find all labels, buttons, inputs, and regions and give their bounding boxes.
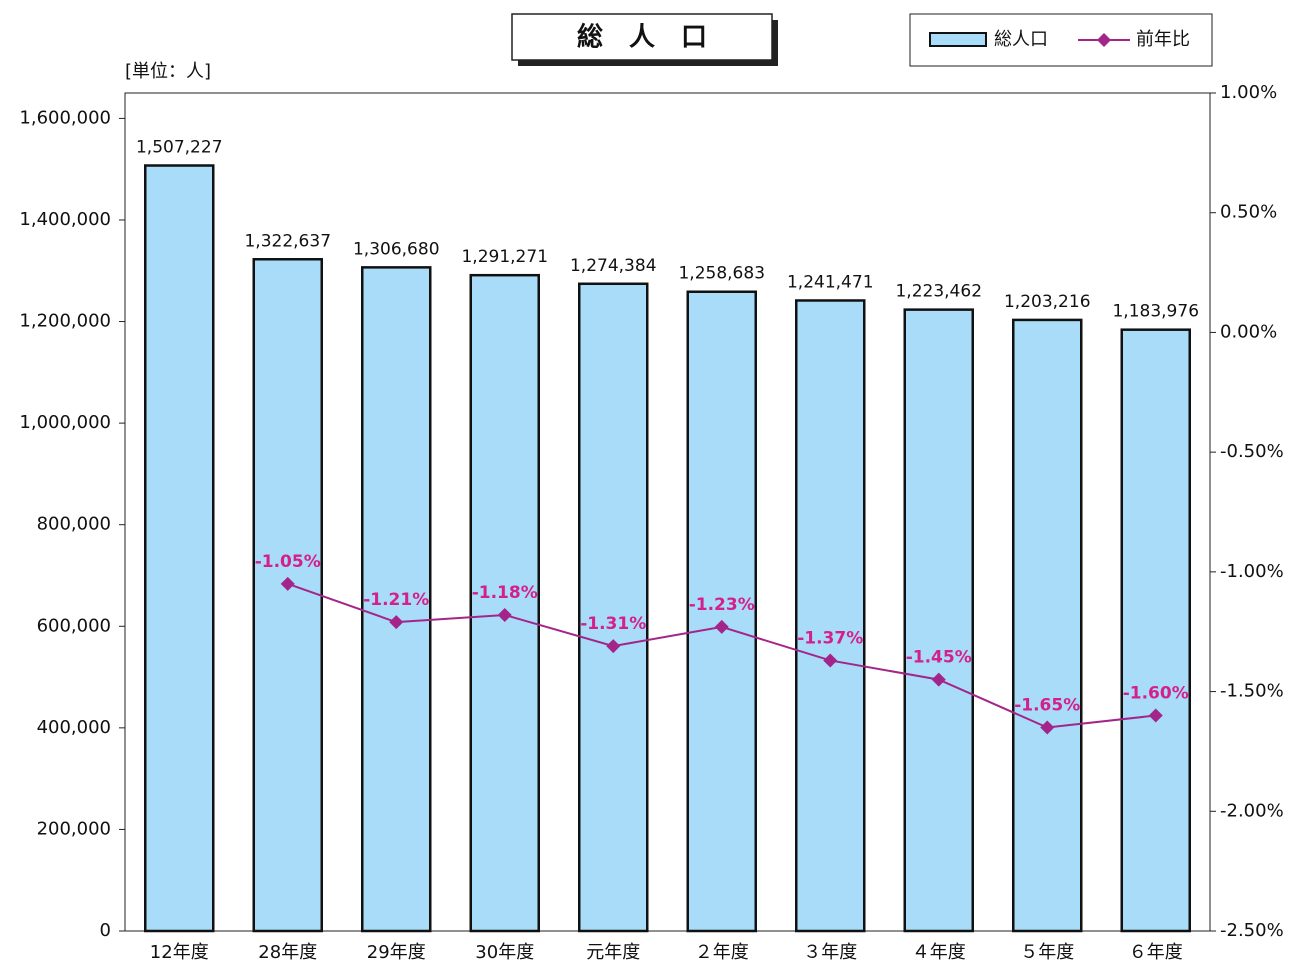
x-tick-label: ３年度 bbox=[803, 942, 857, 963]
y-tick-label: 1,200,000 bbox=[19, 311, 111, 332]
line-marker bbox=[714, 619, 729, 634]
y-axis-label: [単位：人] bbox=[125, 61, 211, 82]
line-value-label: -1.31% bbox=[580, 614, 646, 634]
x-tick-label: 29年度 bbox=[367, 942, 426, 963]
y-tick-label: 0 bbox=[100, 920, 111, 941]
y-tick-label: 800,000 bbox=[37, 514, 111, 535]
line-value-label: -1.23% bbox=[689, 595, 755, 615]
bar-value-label: 1,322,637 bbox=[244, 231, 331, 251]
bar-value-label: 1,183,976 bbox=[1112, 302, 1199, 322]
y-tick-label: 1,000,000 bbox=[19, 412, 111, 433]
y2-tick-label: -1.00% bbox=[1220, 561, 1284, 582]
line-marker bbox=[931, 672, 946, 687]
bar bbox=[1120, 328, 1191, 933]
line-value-label: -1.45% bbox=[906, 648, 972, 668]
line-marker bbox=[497, 607, 512, 622]
y2-tick-label: 0.50% bbox=[1220, 202, 1277, 223]
x-tick-label: 28年度 bbox=[258, 942, 317, 963]
y2-tick-label: -2.00% bbox=[1220, 800, 1284, 821]
bar-value-label: 1,203,216 bbox=[1004, 292, 1091, 312]
line-marker bbox=[1148, 708, 1163, 723]
bar bbox=[1012, 318, 1083, 933]
bar-value-label: 1,241,471 bbox=[787, 272, 874, 292]
y2-tick-label: -0.50% bbox=[1220, 441, 1284, 462]
x-tick-label: ５年度 bbox=[1020, 942, 1074, 963]
line-value-label: -1.05% bbox=[255, 552, 321, 572]
x-tick-label: ４年度 bbox=[912, 942, 966, 963]
chart-title: 総 人 口 bbox=[577, 22, 707, 53]
bar bbox=[686, 290, 757, 933]
y2-tick-label: -2.50% bbox=[1220, 920, 1284, 941]
line-value-label: -1.60% bbox=[1123, 684, 1189, 704]
line-marker bbox=[606, 639, 621, 654]
bar-value-label: 1,291,271 bbox=[461, 247, 548, 267]
bar-value-label: 1,258,683 bbox=[678, 264, 765, 284]
line-value-label: -1.21% bbox=[363, 590, 429, 610]
line-value-label: -1.65% bbox=[1014, 695, 1080, 715]
line-marker bbox=[389, 615, 404, 630]
x-tick-label: ２年度 bbox=[695, 942, 749, 963]
bar bbox=[361, 266, 432, 933]
bar bbox=[144, 164, 215, 933]
bar-value-label: 1,223,462 bbox=[895, 282, 982, 302]
x-tick-label: 30年度 bbox=[475, 942, 534, 963]
bar bbox=[578, 282, 649, 933]
bar bbox=[469, 273, 540, 933]
y-tick-label: 400,000 bbox=[37, 717, 111, 738]
y2-tick-label: 1.00% bbox=[1220, 82, 1277, 103]
legend-swatch bbox=[929, 32, 987, 47]
x-tick-label: 12年度 bbox=[150, 942, 209, 963]
bar-value-label: 1,306,680 bbox=[353, 239, 440, 259]
line-value-label: -1.37% bbox=[797, 628, 863, 648]
bar bbox=[903, 308, 974, 933]
line-value-label: -1.18% bbox=[472, 583, 538, 603]
bar bbox=[795, 299, 866, 933]
bar-value-label: 1,274,384 bbox=[570, 256, 657, 276]
line-marker bbox=[280, 576, 295, 591]
y-tick-label: 200,000 bbox=[37, 818, 111, 839]
title-box bbox=[511, 13, 773, 61]
legend-label: 前年比 bbox=[1136, 29, 1190, 50]
bar-value-label: 1,507,227 bbox=[136, 138, 223, 158]
y2-tick-label: -1.50% bbox=[1220, 681, 1284, 702]
legend-marker bbox=[1097, 33, 1111, 47]
legend-label: 総人口 bbox=[994, 29, 1048, 50]
y-tick-label: 600,000 bbox=[37, 615, 111, 636]
line-marker bbox=[823, 653, 838, 668]
x-tick-label: ６年度 bbox=[1129, 942, 1183, 963]
y-tick-label: 1,600,000 bbox=[19, 107, 111, 128]
y2-tick-label: 0.00% bbox=[1220, 321, 1277, 342]
y-tick-label: 1,400,000 bbox=[19, 209, 111, 230]
bar bbox=[252, 258, 323, 933]
plot-area bbox=[124, 92, 1211, 932]
line-marker bbox=[1040, 720, 1055, 735]
x-tick-label: 元年度 bbox=[586, 942, 640, 963]
